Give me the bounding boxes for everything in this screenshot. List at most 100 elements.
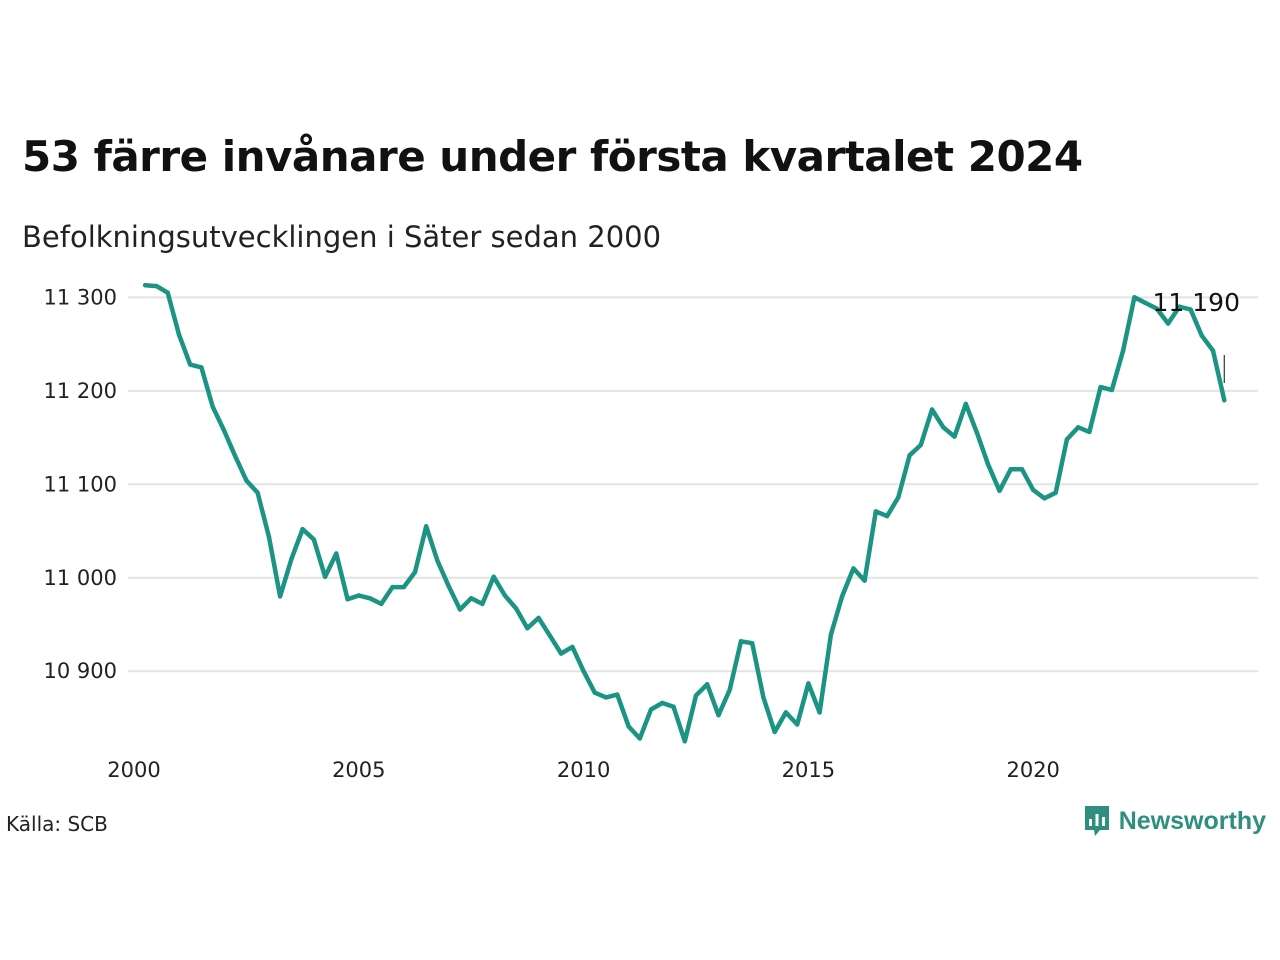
data-point	[603, 695, 609, 700]
data-point	[334, 551, 339, 556]
data-point	[974, 430, 980, 436]
x-tick-label: 2020	[1006, 758, 1059, 782]
data-point	[154, 283, 159, 289]
x-tick-label: 2005	[332, 758, 385, 782]
brand-name: Newsworthy	[1118, 806, 1266, 835]
data-point	[176, 332, 182, 337]
data-point	[244, 478, 249, 483]
data-point	[210, 404, 215, 409]
x-axis-ticks: 2000 2005 2010 2015 2020	[107, 758, 1060, 782]
y-tick-label: 11 300	[44, 285, 117, 309]
newsworthy-icon	[1084, 806, 1109, 836]
data-point	[907, 453, 912, 458]
data-point	[1053, 490, 1058, 495]
data-point	[1199, 333, 1205, 338]
data-point	[1019, 467, 1025, 472]
data-point	[165, 290, 170, 295]
data-point	[828, 632, 834, 637]
data-point	[648, 707, 654, 712]
data-point	[311, 537, 316, 542]
end-value-label: 11 190	[1153, 288, 1240, 317]
data-point	[255, 490, 260, 495]
y-tick-label: 11 000	[44, 566, 117, 590]
data-point	[390, 584, 395, 590]
data-point	[412, 569, 418, 575]
data-point	[199, 365, 204, 370]
data-point	[727, 687, 732, 693]
data-point	[896, 495, 901, 500]
data-point	[469, 596, 474, 601]
data-point	[491, 574, 496, 579]
data-point	[1210, 348, 1216, 353]
data-point	[1109, 387, 1115, 393]
data-point	[626, 724, 631, 729]
data-point	[1098, 384, 1103, 390]
data-point	[1132, 295, 1137, 300]
data-point	[738, 639, 744, 644]
y-tick-label: 10 900	[44, 659, 117, 683]
data-point	[356, 593, 361, 598]
data-point	[952, 434, 957, 439]
data-point	[1042, 496, 1047, 501]
chart-title: 53 färre invånare under första kvartalet…	[22, 132, 1083, 181]
data-point	[1076, 425, 1081, 430]
data-point	[1143, 300, 1148, 306]
data-point	[873, 509, 878, 514]
data-point	[839, 594, 845, 599]
data-point	[401, 584, 406, 590]
data-point	[705, 682, 710, 687]
data-point	[772, 729, 777, 735]
data-point	[233, 454, 238, 459]
data-point	[446, 584, 451, 589]
x-tick-label: 2015	[782, 758, 835, 782]
data-point	[851, 566, 856, 571]
data-point	[1120, 348, 1126, 353]
data-point	[435, 558, 440, 564]
data-point	[1222, 398, 1227, 403]
data-point	[929, 407, 935, 412]
data-point	[795, 722, 800, 727]
data-point	[300, 527, 305, 532]
data-point	[1154, 306, 1160, 311]
data-point	[480, 601, 485, 607]
x-tick-label: 2010	[557, 758, 610, 782]
data-point	[188, 362, 193, 367]
source-note: Källa: SCB	[6, 812, 108, 836]
data-point	[693, 693, 699, 698]
data-point	[289, 556, 294, 562]
data-point	[682, 739, 687, 744]
data-point	[963, 401, 968, 407]
brand-logo: Newsworthy	[1083, 804, 1266, 838]
data-point	[322, 574, 328, 579]
data-point	[997, 488, 1002, 493]
data-point	[379, 601, 384, 607]
data-point	[660, 700, 665, 706]
data-point	[941, 425, 946, 430]
data-point	[817, 710, 822, 715]
data-point	[884, 513, 890, 519]
data-point	[536, 615, 541, 621]
gridlines	[128, 296, 1258, 673]
data-point	[750, 641, 755, 646]
data-point	[266, 534, 272, 539]
annotations: 11 190	[1153, 288, 1240, 383]
data-point	[1031, 487, 1036, 493]
data-point	[716, 713, 721, 718]
data-point	[986, 462, 991, 467]
data-point	[671, 704, 676, 709]
data-point	[547, 633, 553, 638]
data-point	[1064, 437, 1070, 442]
data-point	[918, 442, 923, 448]
data-point	[367, 596, 373, 601]
data-point	[1165, 321, 1171, 326]
data-point	[581, 669, 586, 674]
data-point	[457, 607, 463, 612]
data-point	[525, 626, 530, 631]
y-tick-label: 11 100	[44, 472, 117, 496]
y-tick-label: 11 200	[44, 379, 117, 403]
data-point	[558, 651, 564, 656]
data-point	[221, 427, 227, 433]
data-point	[806, 681, 811, 686]
y-axis-ticks: 10 900 11 000 11 100 11 200 11 300	[44, 285, 117, 683]
